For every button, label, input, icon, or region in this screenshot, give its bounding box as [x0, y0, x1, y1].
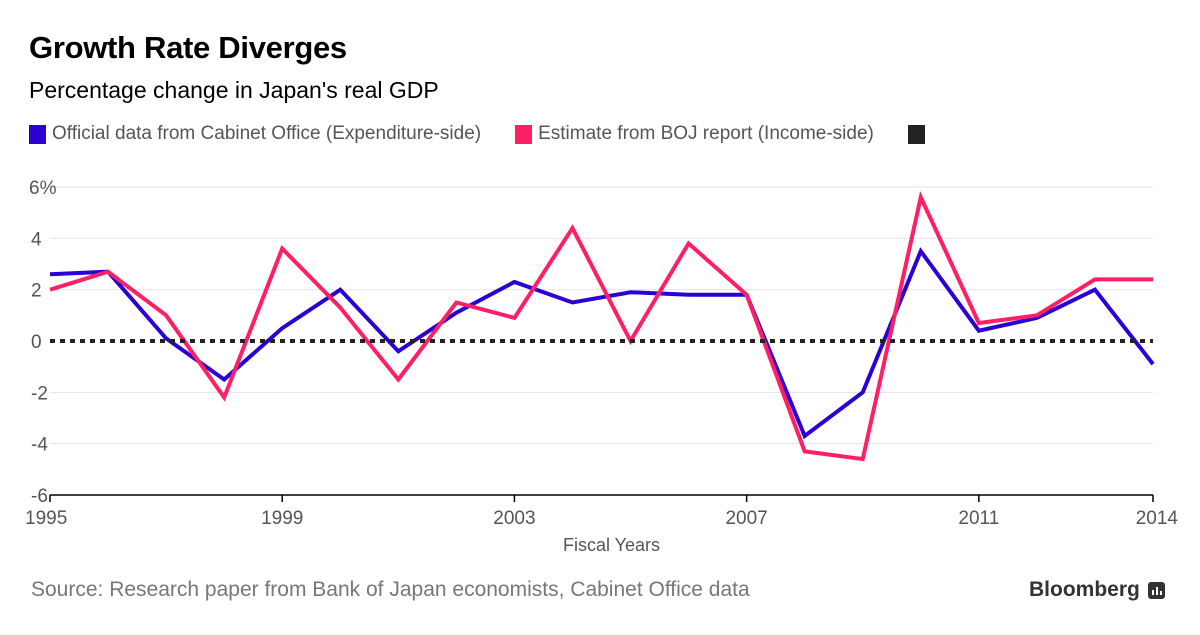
x-tick-label: 2003: [493, 508, 535, 529]
legend-swatch-zero-line: [907, 124, 925, 144]
y-tick-label: 4: [31, 229, 42, 250]
y-tick-label: 0: [31, 332, 42, 353]
brand-logo: Bloomberg: [1029, 578, 1165, 602]
x-tick-label: 2007: [725, 508, 767, 529]
y-tick-label: 2: [31, 281, 42, 302]
legend-label-official: Official data from Cabinet Office (Expen…: [52, 123, 482, 144]
legend-label-boj: Estimate from BOJ report (Income-side): [538, 123, 874, 144]
x-tick-label: 1999: [261, 508, 303, 529]
x-tick-label: 1995: [25, 508, 67, 529]
y-tick-label: 6%: [29, 178, 57, 199]
x-tick-label: 2011: [958, 508, 999, 529]
x-tick-label: 2014: [1136, 508, 1179, 529]
bloomberg-chart-icon: [1147, 581, 1165, 599]
source-note: Source: Research paper from Bank of Japa…: [31, 578, 750, 601]
legend-swatch-official: [29, 124, 46, 144]
legend-item-boj[interactable]: Estimate from BOJ report (Income-side): [515, 123, 874, 145]
brand-name: Bloomberg: [1029, 578, 1140, 601]
series-line-boj: [49, 191, 1153, 462]
legend: Official data from Cabinet Office (Expen…: [29, 123, 965, 145]
chart-title: Growth Rate Diverges: [29, 30, 347, 65]
legend-swatch-boj: [515, 124, 533, 144]
y-tick-label: -4: [31, 435, 48, 456]
legend-item-zero-line[interactable]: [907, 124, 931, 144]
chart-subtitle: Percentage change in Japan's real GDP: [29, 77, 439, 103]
y-tick-label: -6: [31, 486, 48, 507]
x-axis-label: Fiscal Years: [563, 535, 660, 555]
series-line-official: [49, 247, 1155, 440]
legend-item-official[interactable]: Official data from Cabinet Office (Expen…: [29, 123, 481, 145]
y-tick-label: -2: [31, 383, 48, 404]
